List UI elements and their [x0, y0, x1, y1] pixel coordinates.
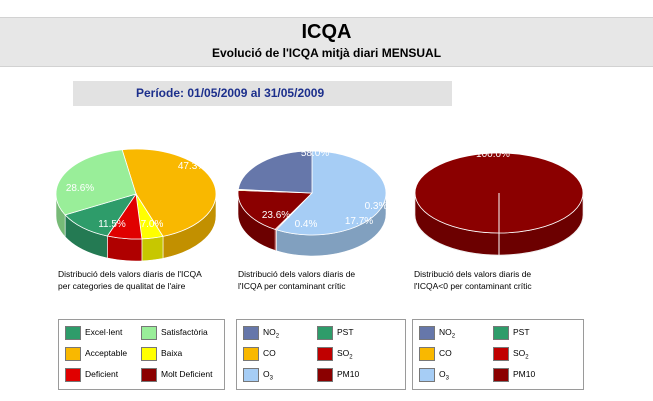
legend-label: SO2: [337, 348, 353, 361]
pie-data-label: 23.6%: [262, 210, 290, 221]
legend-swatch: [493, 368, 509, 382]
legend-swatch: [243, 347, 259, 361]
legend-label: PST: [337, 327, 354, 337]
caption-line: Distribució dels valors diaris de: [238, 269, 356, 279]
pie-data-label: 11.5%: [98, 219, 126, 230]
caption-line: per categories de qualitat de l'aire: [58, 281, 186, 291]
legend-swatch: [243, 326, 259, 340]
legend-label: O3: [439, 369, 449, 382]
page-subtitle: Evolució de l'ICQA mitjà diari MENSUAL: [211, 46, 442, 60]
legend-label: Baixa: [161, 348, 183, 358]
legend-critical-pollutant: NO2 PST CO SO2 O3 PM10: [236, 319, 406, 390]
legend-swatch: [419, 326, 435, 340]
legend-swatch: [317, 347, 333, 361]
legend-label: NO2: [263, 327, 280, 340]
legend-label: Acceptable: [85, 348, 128, 358]
legend-label: CO: [439, 348, 452, 358]
legend-label: PST: [513, 327, 530, 337]
legend-label: Molt Deficient: [161, 369, 213, 379]
legend-label: NO2: [439, 327, 456, 340]
legend-label: Satisfactòria: [161, 327, 208, 337]
pie-chart-quality-categories: 47.3% 7.0% 11.5% 28.6%: [56, 138, 226, 273]
legend-swatch: [141, 347, 157, 361]
pie-slice-no2: [237, 150, 313, 194]
pie-data-label: 0.4%: [295, 219, 318, 230]
legend-swatch: [65, 347, 81, 361]
pie-data-label: 100.0%: [476, 149, 510, 160]
pie-data-label: 0.3%: [365, 201, 388, 212]
pie-data-label: 7.0%: [141, 219, 164, 230]
legend-swatch: [419, 368, 435, 382]
legend-label: PM10: [513, 369, 536, 379]
pie-data-label: 17.7%: [345, 216, 373, 227]
legend-swatch: [243, 368, 259, 382]
legend-swatch: [317, 368, 333, 382]
pie-slice-satisfact-ria: [56, 149, 137, 216]
legend-label: CO: [263, 348, 276, 358]
pie-side-wall: [107, 235, 143, 262]
legend-label: PM10: [337, 369, 360, 379]
legend-swatch: [65, 368, 81, 382]
pie-chart-svg: 47.3% 7.0% 11.5% 28.6%: [56, 148, 217, 262]
pie-slice-o3: [275, 150, 387, 236]
legend-label: Excel·lent: [85, 327, 123, 337]
period-label: Període: 01/05/2009 al 31/05/2009: [136, 86, 325, 100]
pie-data-label: 28.6%: [66, 183, 94, 194]
legend-swatch: [65, 326, 81, 340]
period-bar: Període: 01/05/2009 al 31/05/2009: [73, 81, 452, 106]
pie-chart-svg: 58.0% 0.3% 17.7% 0.4% 23.6%: [237, 148, 388, 257]
page-header: ICQA Evolució de l'ICQA mitjà diari MENS…: [0, 17, 653, 67]
legend-swatch: [493, 326, 509, 340]
legend-label: SO2: [513, 348, 529, 361]
pie-slice-acceptable: [121, 148, 217, 237]
caption-line: Distribució dels valors diaris de l'ICQA: [58, 269, 202, 279]
pie-data-label: 58.0%: [301, 148, 329, 159]
caption-line: Distribució dels valors diaris de: [414, 269, 532, 279]
legend-swatch: [419, 347, 435, 361]
pie-chart-critical-pollutant-negative: 100.0%: [413, 138, 588, 273]
page-title: ICQA: [301, 21, 352, 43]
chart-caption: Distribució dels valors diaris de l'ICQA…: [58, 268, 228, 292]
legend-critical-pollutant-negative: NO2 PST CO SO2 O3 PM10: [412, 319, 584, 390]
legend-swatch: [141, 368, 157, 382]
pie-chart-svg: 100.0%: [414, 149, 584, 256]
pie-slice-pm10: [237, 189, 313, 230]
chart-caption: Distribució dels valors diaris de l'ICQA…: [414, 268, 584, 292]
legend-swatch: [493, 347, 509, 361]
legend-label: Deficient: [85, 369, 119, 379]
pie-data-label: 47.3%: [178, 161, 206, 172]
chart-caption: Distribució dels valors diaris de l'ICQA…: [238, 268, 408, 292]
legend-quality-categories: Excel·lent Satisfactòria Acceptable Baixa De…: [58, 319, 225, 390]
pie-side-wall: [141, 235, 164, 262]
legend-swatch: [317, 326, 333, 340]
legend-label: O3: [263, 369, 273, 382]
legend-swatch: [141, 326, 157, 340]
caption-line: l'ICQA per contaminant crític: [238, 281, 346, 291]
pie-chart-critical-pollutant: 58.0% 0.3% 17.7% 0.4% 23.6%: [236, 138, 396, 273]
caption-line: l'ICQA<0 per contaminant crític: [414, 281, 532, 291]
